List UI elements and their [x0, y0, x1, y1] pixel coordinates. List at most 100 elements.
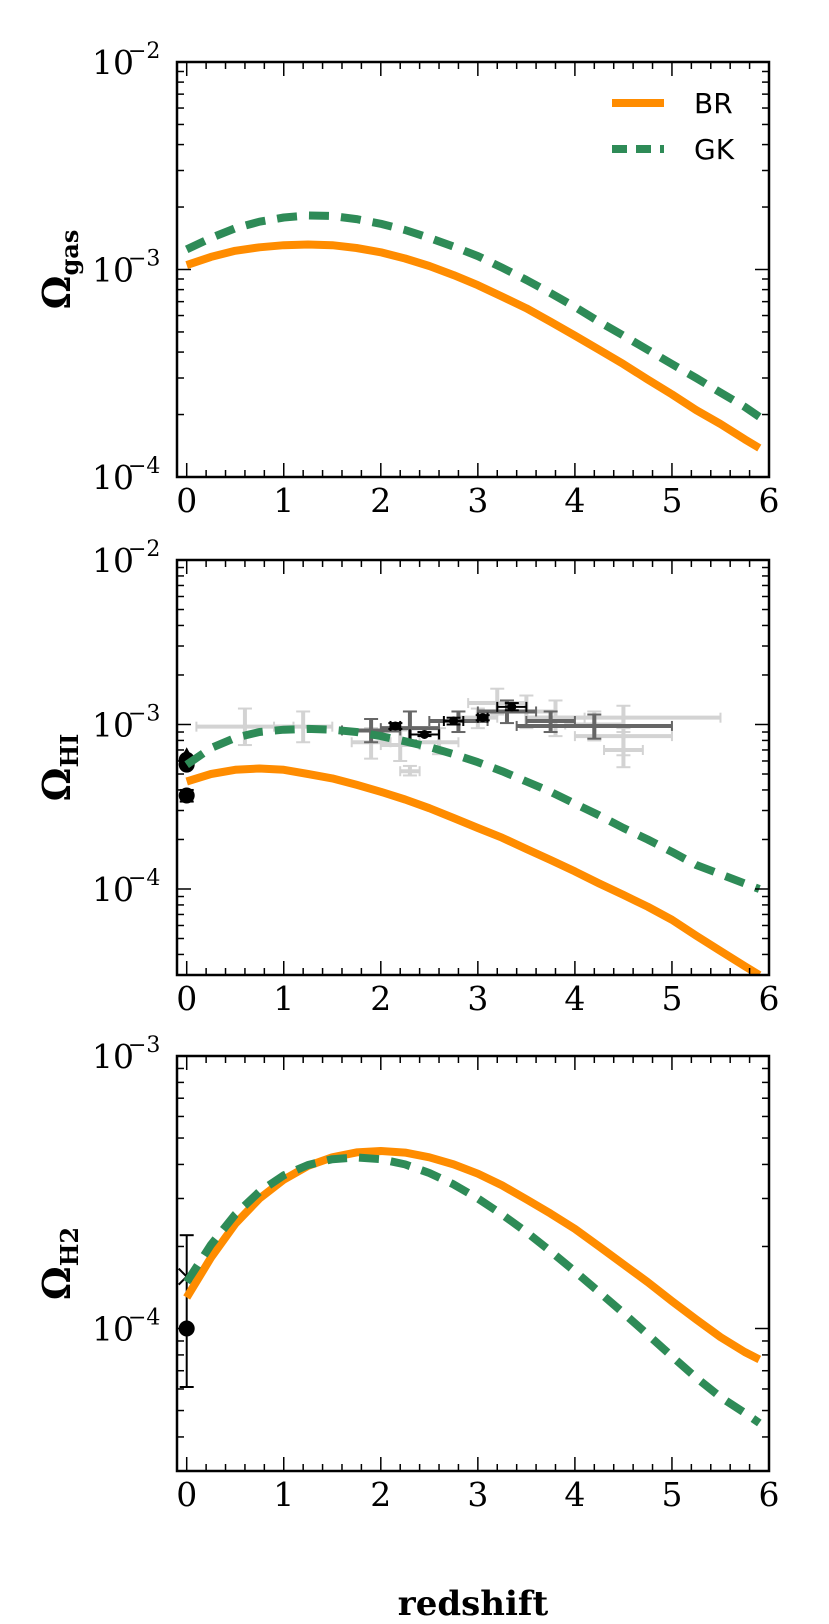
y-axis-label: ΩH2 — [34, 1227, 84, 1300]
x-tick-label: 4 — [564, 481, 585, 520]
x-tick-label: 6 — [759, 1475, 780, 1514]
data-point — [408, 729, 441, 740]
y-tick-base: 10 — [92, 541, 134, 580]
data-point — [399, 764, 421, 777]
x-tick-label: 1 — [273, 979, 294, 1018]
y-tick-exponent: −3 — [128, 247, 160, 272]
y-tick-base: 10 — [92, 43, 134, 82]
y-axis-label: Ωgas — [34, 230, 84, 310]
data-marker-center — [548, 719, 553, 724]
y-axis: 10−410−310−2 — [92, 39, 769, 497]
x-tick-label: 0 — [176, 979, 197, 1018]
data-marker-center — [621, 747, 626, 752]
x-tick-label: 0 — [176, 1475, 197, 1514]
legend-label: GK — [694, 133, 735, 166]
x-tick-label: 3 — [467, 481, 488, 520]
x-tick-label: 4 — [564, 1475, 585, 1514]
series-line-gk — [184, 211, 762, 421]
y-tick-base: 10 — [92, 705, 134, 744]
y-axis: 10−410−310−2 — [92, 537, 769, 976]
axes-frame — [175, 1054, 771, 1473]
y-axis: 10−410−3 — [92, 1033, 769, 1472]
data-marker-dot — [478, 713, 488, 723]
x-axis: 0 1 2 3 4 5 6 — [176, 1056, 780, 1514]
y-tick-exponent: −2 — [128, 39, 160, 64]
x-tick-label: 0 — [176, 481, 197, 520]
data-marker-center — [437, 740, 442, 745]
y-tick-base: 10 — [92, 251, 134, 290]
y-tick-label: 10−3 — [92, 1033, 160, 1076]
data-point — [496, 701, 528, 712]
plot-area — [178, 687, 762, 975]
x-tick-label: 1 — [273, 481, 294, 520]
plot-area — [184, 211, 762, 452]
data-marker-center — [407, 769, 412, 774]
data-marker-center — [242, 724, 247, 729]
y-tick-label: 10−4 — [92, 1306, 160, 1349]
y-tick-label: 10−3 — [92, 247, 160, 290]
y-tick-label: 10−2 — [92, 537, 160, 580]
x-tick-label: 6 — [759, 481, 780, 520]
data-point — [178, 1234, 195, 1389]
y-tick-base: 10 — [92, 1037, 134, 1076]
y-tick-label: 10−2 — [92, 39, 160, 82]
x-tick-label: 3 — [467, 979, 488, 1018]
data-point — [388, 720, 403, 731]
y-tick-exponent: −4 — [128, 866, 160, 891]
legend-item-br: BR — [612, 87, 733, 120]
y-tick-label: 10−3 — [92, 701, 160, 744]
x-tick-label: 5 — [661, 1475, 682, 1514]
x-tick-label: 6 — [759, 979, 780, 1018]
y-axis-label-subscript: HI — [55, 734, 84, 768]
data-point — [603, 731, 644, 769]
data-marker-dot — [419, 729, 429, 739]
y-tick-base: 10 — [92, 458, 134, 497]
data-point — [525, 710, 576, 734]
x-tick-label: 2 — [370, 481, 391, 520]
data-marker-dot — [507, 702, 517, 712]
data-marker-dot — [390, 721, 400, 731]
data-point — [442, 716, 465, 727]
legend-label: BR — [694, 87, 733, 120]
y-tick-base: 10 — [92, 1310, 134, 1349]
x-tick-label: 2 — [370, 1475, 391, 1514]
series-line-br — [185, 764, 762, 975]
y-tick-exponent: −4 — [128, 1306, 160, 1331]
x-tick-label: 3 — [467, 1475, 488, 1514]
y-tick-exponent: −3 — [128, 701, 160, 726]
y-tick-exponent: −4 — [128, 454, 160, 479]
data-point — [475, 712, 490, 723]
x-tick-label: 5 — [661, 481, 682, 520]
y-tick-label: 10−4 — [92, 866, 160, 909]
data-marker-dot — [178, 787, 195, 804]
data-marker-center — [592, 723, 597, 728]
data-marker-center — [301, 724, 306, 729]
x-tick-label: 2 — [370, 979, 391, 1018]
y-axis-label: ΩHI — [34, 734, 84, 802]
y-axis-label-subscript: gas — [55, 230, 84, 276]
legend: BR GK — [612, 87, 735, 166]
data-marker-center — [504, 709, 509, 714]
x-tick-label: 4 — [564, 979, 585, 1018]
data-marker-center — [407, 726, 412, 731]
series-line-br — [185, 240, 762, 452]
x-axis-label: redshift — [398, 1584, 549, 1624]
x-tick-label: 5 — [661, 979, 682, 1018]
data-marker-center — [621, 715, 626, 720]
axes-frame — [175, 60, 771, 479]
data-marker-dot — [449, 716, 459, 726]
y-axis-label-symbol: Ω — [34, 768, 79, 802]
x-axis: 0 1 2 3 4 5 6 — [176, 560, 780, 1018]
legend-item-gk: GK — [612, 133, 735, 166]
y-tick-exponent: −3 — [128, 1033, 160, 1058]
y-tick-exponent: −2 — [128, 537, 160, 562]
y-axis-label-symbol: Ω — [34, 276, 79, 310]
data-marker-center — [398, 743, 403, 748]
axes-frame — [175, 558, 771, 977]
y-tick-label: 10−4 — [92, 454, 160, 497]
y-axis-label-symbol: Ω — [34, 1266, 79, 1300]
data-point — [515, 713, 673, 740]
series-line-gk — [183, 1153, 762, 1427]
